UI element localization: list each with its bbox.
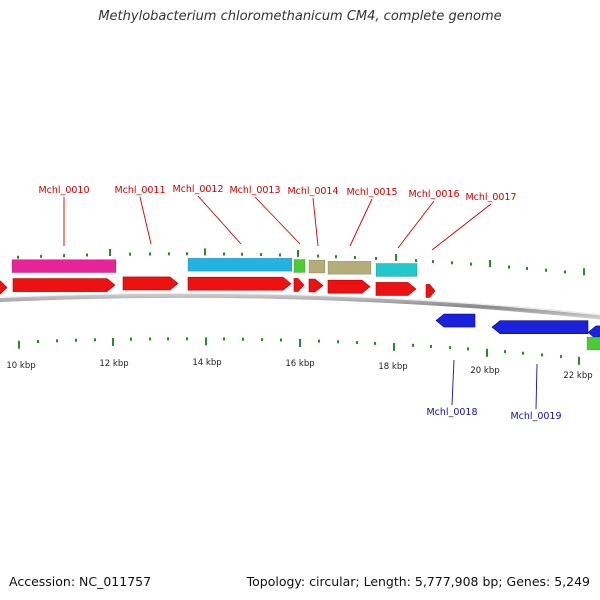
forward-cds-arrow [327, 279, 371, 294]
reverse-cds-arrow [491, 320, 589, 334]
gene-label: Mchl_0016 [408, 189, 459, 200]
gene-label: Mchl_0011 [114, 185, 165, 196]
gene-label: Mchl_0014 [287, 186, 338, 197]
reverse-cds-arrow [587, 325, 600, 340]
feature-bar [586, 336, 600, 351]
reverse-cds-arrow [435, 313, 476, 328]
forward-cds-arrow [122, 276, 179, 291]
leader-line [451, 359, 455, 406]
gene-label: Mchl_0012 [172, 184, 223, 195]
gene-label: Mchl_0013 [229, 185, 280, 196]
feature-bar [327, 260, 372, 275]
feature-bar [293, 259, 306, 273]
scale-label: 20 kbp [470, 366, 499, 376]
scale-label: 10 kbp [6, 361, 35, 371]
forward-cds-arrow [425, 284, 436, 298]
genome-backbone [0, 292, 600, 320]
gene-label: Mchl_0019 [510, 411, 561, 422]
forward-cds-arrow [0, 280, 8, 295]
scale-label: 18 kbp [378, 362, 407, 372]
scale-label: 12 kbp [99, 359, 128, 369]
feature-bar [308, 259, 326, 274]
map-title: Methylobacterium chloromethanicum CM4, c… [98, 9, 502, 24]
leader-line [535, 363, 538, 410]
genome-backbone-highlight [0, 292, 600, 316]
forward-cds-arrow [375, 282, 417, 296]
scale-label: 14 kbp [192, 358, 221, 368]
forward-cds-arrow [187, 276, 292, 291]
leader-line [197, 195, 242, 245]
leader-line [431, 203, 492, 251]
leader-line [349, 198, 373, 247]
leader-line [254, 196, 301, 245]
gene-label: Mchl_0010 [38, 185, 89, 196]
scale-label: 22 kbp [563, 371, 592, 381]
accession: Accession: NC_011757 [9, 574, 152, 589]
forward-cds-arrow [308, 278, 324, 293]
feature-bar [11, 259, 117, 273]
tick-marks [17, 248, 585, 365]
feature-bar [375, 263, 418, 277]
genome-summary: Topology: circular; Length: 5,777,908 bp… [246, 574, 590, 589]
forward-cds-arrow [293, 278, 305, 292]
gene-label: Mchl_0017 [465, 192, 516, 203]
forward-cds-arrow [12, 278, 116, 292]
leader-line [397, 200, 435, 249]
leader-line [312, 197, 319, 247]
gene-label: Mchl_0015 [346, 187, 397, 198]
gene-label: Mchl_0018 [426, 407, 477, 418]
leader-line [139, 196, 152, 245]
scale-label: 16 kbp [285, 359, 314, 369]
feature-bar [187, 257, 293, 272]
